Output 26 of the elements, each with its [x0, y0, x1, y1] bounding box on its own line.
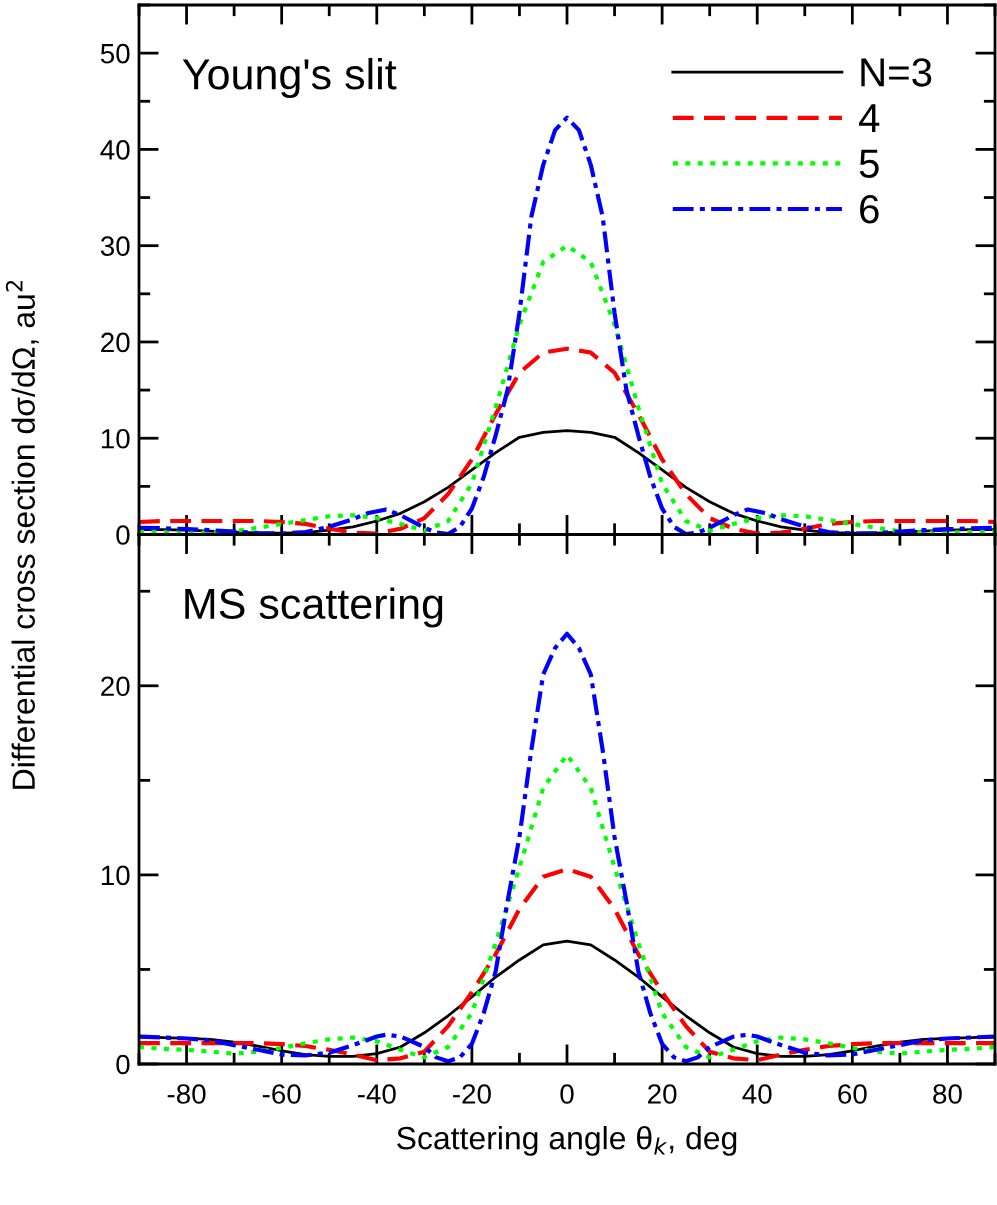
legend-label: 6	[860, 195, 879, 224]
x-axis-title: Scattering angle θ$_{k}$, deg	[397, 1126, 737, 1156]
x-tick-label: -20	[453, 1084, 491, 1104]
y-tick-label: 30	[100, 236, 130, 257]
y-tick-label: 20	[101, 676, 130, 697]
y-tick-label: 20	[101, 332, 130, 353]
x-tick-label: 20	[648, 1084, 677, 1104]
x-tick-label: 80	[933, 1084, 962, 1104]
y-axis-title: Differential cross section dσ/dΩ, au$^{2}$	[5, 280, 39, 789]
x-tick-label: -80	[167, 1084, 206, 1104]
x-tick-label: 0	[560, 1084, 574, 1104]
legend-label: 5	[859, 149, 879, 178]
annotation: MS scattering	[185, 587, 443, 628]
legend-label: N=3	[861, 58, 932, 87]
x-tick-label: -40	[357, 1084, 396, 1104]
legend-label: 4	[858, 104, 880, 132]
x-tick-label: -60	[262, 1084, 301, 1104]
annotation: Young's slit	[182, 57, 397, 99]
x-tick-label: 60	[838, 1084, 867, 1104]
y-tick-label: 10	[101, 865, 130, 886]
y-tick-label: 10	[101, 428, 130, 449]
x-tick-label: 40	[742, 1084, 772, 1104]
y-tick-label: 0	[116, 1054, 130, 1075]
y-tick-label: 50	[100, 43, 130, 64]
y-tick-label: 0	[116, 525, 130, 545]
y-tick-label: 40	[100, 140, 130, 160]
